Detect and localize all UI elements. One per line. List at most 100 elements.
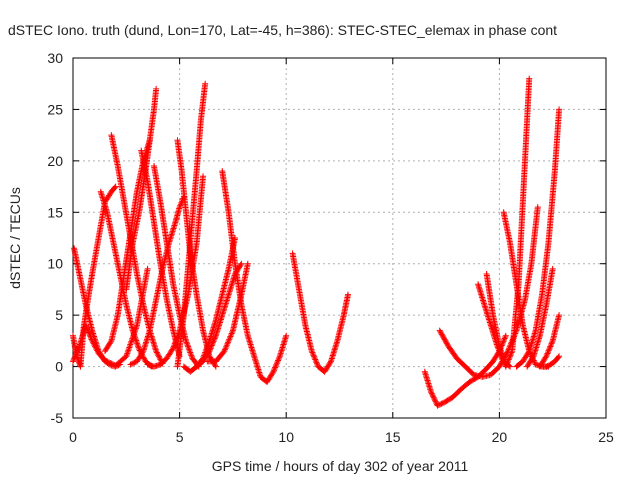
data-point — [275, 357, 282, 364]
y-tick-label: 5 — [55, 307, 63, 323]
data-point — [107, 359, 114, 366]
data-point — [211, 336, 218, 343]
data-point — [502, 363, 509, 370]
data-point — [526, 75, 533, 82]
data-point — [437, 328, 444, 335]
data-point — [169, 346, 176, 353]
data-point — [133, 323, 140, 330]
data-series-arc — [174, 137, 219, 370]
data-point — [87, 333, 94, 340]
data-point — [186, 346, 193, 353]
data-point — [443, 339, 450, 346]
data-point — [222, 345, 229, 352]
data-point — [83, 325, 90, 332]
data-point — [274, 358, 281, 365]
data-point — [310, 352, 317, 359]
data-point — [92, 343, 99, 350]
data-point — [501, 336, 508, 343]
data-point — [70, 358, 76, 365]
data-point — [497, 362, 504, 369]
data-point — [101, 357, 108, 364]
data-point — [430, 394, 437, 401]
x-axis-label: GPS time / hours of day 302 of year 2011 — [212, 458, 469, 474]
data-point — [505, 357, 512, 364]
data-point — [212, 362, 219, 369]
x-tick-label: 0 — [69, 429, 77, 445]
data-point — [508, 349, 515, 356]
data-point — [545, 347, 552, 354]
data-point — [436, 327, 443, 334]
data-point — [434, 402, 441, 409]
data-point — [443, 340, 450, 347]
data-point — [545, 349, 552, 356]
data-point — [432, 398, 439, 405]
data-point — [202, 80, 209, 87]
data-point — [75, 345, 82, 352]
data-series-arc — [421, 332, 509, 409]
data-point — [132, 325, 139, 332]
data-point — [223, 343, 230, 350]
data-point — [546, 346, 553, 353]
data-point — [126, 344, 133, 351]
data-series-arc — [180, 260, 245, 375]
data-point — [156, 355, 163, 361]
data-point — [203, 345, 210, 352]
data-point — [84, 326, 91, 333]
data-series-arc — [289, 250, 352, 375]
data-point — [440, 335, 447, 342]
data-point — [75, 344, 82, 351]
data-point — [171, 340, 178, 347]
data-point — [141, 355, 148, 362]
data-series-arc — [151, 163, 202, 370]
data-point — [534, 204, 541, 211]
data-point — [127, 341, 134, 348]
data-point — [205, 339, 212, 346]
data-point — [272, 364, 279, 371]
data-point — [547, 342, 554, 349]
data-point — [270, 368, 277, 375]
data-point — [226, 336, 233, 343]
data-point — [212, 334, 219, 341]
data-point — [312, 357, 319, 364]
y-tick-label: 0 — [55, 359, 63, 375]
data-point — [327, 359, 334, 366]
data-point — [183, 339, 190, 346]
data-point — [212, 363, 219, 370]
data-point — [172, 339, 179, 346]
data-point — [127, 361, 134, 368]
data-point — [203, 346, 210, 353]
data-point — [529, 354, 536, 361]
data-point — [128, 338, 135, 345]
data-point — [85, 329, 92, 336]
data-point — [502, 332, 509, 339]
y-tick-labels: -5 0 5 10 15 20 25 30 — [47, 50, 63, 426]
data-point — [226, 334, 233, 341]
data-point — [105, 359, 112, 366]
data-point — [431, 395, 438, 402]
data-point — [170, 343, 177, 350]
data-point — [224, 340, 231, 347]
data-point — [93, 346, 100, 353]
data-point — [184, 342, 191, 349]
grid — [73, 58, 606, 418]
data-point — [186, 348, 193, 355]
data-point — [91, 341, 98, 348]
data-points — [70, 75, 563, 409]
data-series-arc — [193, 235, 239, 370]
data-point — [275, 356, 282, 363]
data-point — [439, 332, 446, 339]
data-point — [92, 344, 99, 351]
data-point — [505, 356, 512, 363]
data-point — [130, 360, 137, 367]
y-tick-label: 30 — [47, 50, 63, 66]
data-point — [549, 339, 556, 346]
data-point — [271, 365, 278, 372]
chart-title: dSTEC Iono. truth (dund, Lon=170, Lat=-4… — [8, 22, 557, 38]
data-point — [70, 357, 77, 364]
data-point — [123, 353, 130, 360]
data-point — [173, 334, 180, 341]
data-point — [131, 359, 138, 366]
data-point — [172, 337, 179, 344]
data-point — [221, 348, 228, 355]
data-point — [543, 363, 550, 370]
